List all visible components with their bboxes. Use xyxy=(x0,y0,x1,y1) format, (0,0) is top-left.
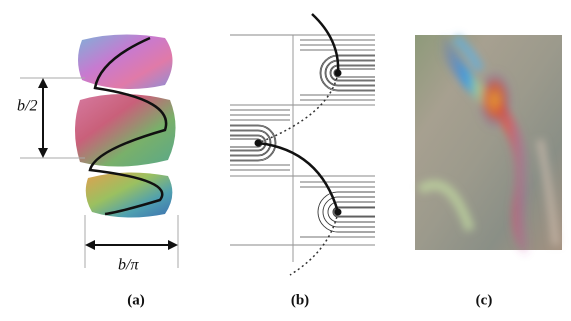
defect-point xyxy=(335,209,342,216)
panel-label: (a) xyxy=(127,292,145,308)
helix-curve xyxy=(312,14,338,73)
helix-curve xyxy=(258,143,338,212)
panel-label: (b) xyxy=(291,292,309,308)
micrograph-panel xyxy=(415,35,562,250)
field-line xyxy=(318,192,375,232)
director-panel xyxy=(230,14,375,275)
helix-dotted xyxy=(290,212,338,275)
ribbon-lobe xyxy=(78,34,173,89)
helix-panel: b/2 b/π xyxy=(17,34,178,273)
field-line xyxy=(323,197,375,227)
panel-label: (c) xyxy=(476,292,493,308)
field-line xyxy=(318,192,375,232)
defect-point xyxy=(335,70,342,77)
helix-dotted xyxy=(258,73,338,143)
field-line xyxy=(323,197,375,227)
field-line xyxy=(325,60,375,86)
dimension-label: b/π xyxy=(118,257,139,274)
defect-point xyxy=(255,140,262,147)
figure: b/2 b/π (a) (b) (c) xyxy=(0,0,571,321)
ribbon-lobe xyxy=(86,172,173,217)
dimension-label: b/2 xyxy=(17,98,37,115)
